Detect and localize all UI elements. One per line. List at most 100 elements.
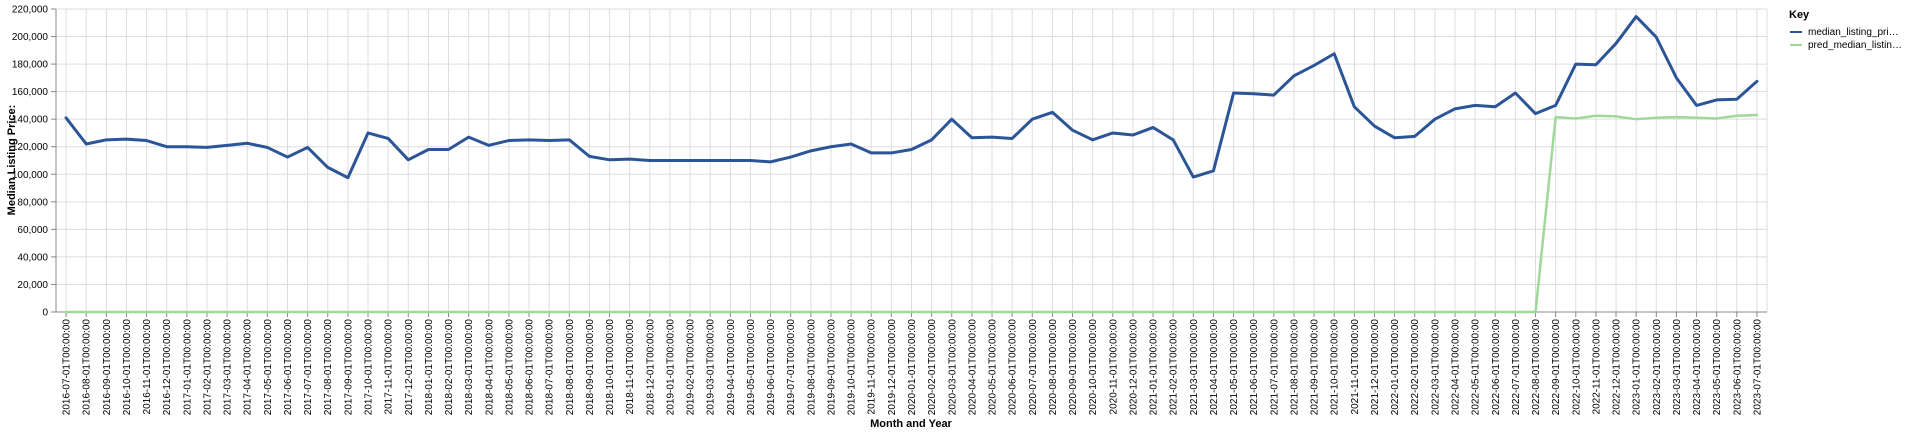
x-tick-label: 2020-03-01T00:00:00 (947, 319, 958, 416)
x-tick-label: 2020-12-01T00:00:00 (1128, 319, 1139, 416)
x-tick-label: 2022-06-01T00:00:00 (1491, 319, 1502, 416)
x-tick-label: 2016-07-01T00:00:00 (62, 319, 73, 416)
x-tick-label: 2017-01-01T00:00:00 (182, 319, 193, 416)
x-tick-label: 2023-01-01T00:00:00 (1632, 319, 1643, 416)
legend: Key median_listing_pri… pred_median_list… (1789, 9, 1902, 51)
x-tick-label: 2021-02-01T00:00:00 (1169, 319, 1180, 416)
x-tick-label: 2018-12-01T00:00:00 (645, 319, 656, 416)
x-tick-label: 2022-05-01T00:00:00 (1471, 319, 1482, 416)
x-tick-label: 2019-04-01T00:00:00 (726, 319, 737, 416)
y-tick-label: 0 (42, 308, 48, 319)
x-tick-label: 2019-03-01T00:00:00 (706, 319, 717, 416)
y-axis: 0 20,000 40,000 60,000 80,000 100,000 120,000 1… (12, 5, 57, 319)
x-tick-label: 2016-12-01T00:00:00 (162, 319, 173, 416)
y-tick-label: 180,000 (12, 60, 49, 71)
x-tick-label: 2021-05-01T00:00:00 (1229, 319, 1240, 416)
x-tick-label: 2019-05-01T00:00:00 (746, 319, 757, 416)
gridlines (56, 8, 1768, 313)
y-tick-label: 140,000 (12, 115, 49, 126)
x-tick-label: 2018-06-01T00:00:00 (525, 319, 536, 416)
legend-label-pred: pred_median_listin… (1808, 40, 1902, 51)
x-tick-label: 2018-04-01T00:00:00 (484, 319, 495, 416)
x-tick-label: 2019-08-01T00:00:00 (806, 319, 817, 416)
x-tick-label: 2022-02-01T00:00:00 (1410, 319, 1421, 416)
x-tick-label: 2023-06-01T00:00:00 (1732, 319, 1743, 416)
x-tick-label: 2021-11-01T00:00:00 (1350, 319, 1361, 415)
x-tick-label: 2017-08-01T00:00:00 (323, 319, 334, 416)
x-tick-label: 2017-11-01T00:00:00 (384, 319, 395, 415)
x-tick-label: 2018-07-01T00:00:00 (545, 319, 556, 416)
x-axis-title: Month and Year (870, 418, 952, 430)
x-tick-label: 2021-01-01T00:00:00 (1149, 319, 1160, 416)
x-tick-label: 2022-07-01T00:00:00 (1511, 319, 1522, 416)
y-tick-label: 40,000 (17, 252, 48, 263)
x-tick-label: 2017-02-01T00:00:00 (202, 319, 213, 416)
x-tick-label: 2018-05-01T00:00:00 (504, 319, 515, 416)
y-tick-label: 120,000 (12, 142, 49, 153)
x-tick-label: 2018-10-01T00:00:00 (605, 319, 616, 416)
y-tick-label: 60,000 (17, 225, 48, 236)
x-tick-label: 2017-12-01T00:00:00 (404, 319, 415, 416)
x-tick-label: 2020-04-01T00:00:00 (967, 319, 978, 416)
y-tick-label: 220,000 (12, 5, 49, 16)
x-tick-label: 2023-03-01T00:00:00 (1672, 319, 1683, 416)
y-tick-label: 100,000 (12, 170, 49, 181)
x-tick-label: 2021-08-01T00:00:00 (1289, 319, 1300, 416)
x-tick-label: 2020-09-01T00:00:00 (1068, 319, 1079, 416)
x-tick-label: 2018-11-01T00:00:00 (625, 319, 636, 415)
x-tick-label: 2019-02-01T00:00:00 (686, 319, 697, 416)
x-tick-label: 2020-01-01T00:00:00 (907, 319, 918, 416)
x-tick-label: 2019-11-01T00:00:00 (867, 319, 878, 415)
x-tick-label: 2018-09-01T00:00:00 (585, 319, 596, 416)
x-tick-label: 2019-09-01T00:00:00 (826, 319, 837, 416)
x-tick-label: 2022-12-01T00:00:00 (1612, 319, 1623, 416)
y-tick-label: 80,000 (17, 197, 48, 208)
series-line-pred-median-listing-price (64, 113, 1759, 314)
x-tick-label: 2017-10-01T00:00:00 (364, 319, 375, 416)
legend-title: Key (1789, 9, 1810, 21)
x-tick-label: 2019-10-01T00:00:00 (847, 319, 858, 416)
x-tick-label: 2018-08-01T00:00:00 (565, 319, 576, 416)
y-axis-title: Median Listing Price: (6, 105, 18, 216)
x-tick-label: 2021-03-01T00:00:00 (1189, 319, 1200, 416)
x-tick-label: 2016-10-01T00:00:00 (122, 319, 133, 416)
x-tick-label: 2017-07-01T00:00:00 (303, 319, 314, 416)
x-tick-label: 2017-05-01T00:00:00 (263, 319, 274, 416)
x-tick-label: 2021-07-01T00:00:00 (1269, 319, 1280, 416)
x-tick-label: 2020-10-01T00:00:00 (1088, 319, 1099, 416)
x-tick-label: 2019-07-01T00:00:00 (786, 319, 797, 416)
x-tick-label: 2016-11-01T00:00:00 (142, 319, 153, 415)
x-tick-label: 2020-02-01T00:00:00 (927, 319, 938, 416)
y-tick-label: 160,000 (12, 87, 49, 98)
x-tick-label: 2022-04-01T00:00:00 (1450, 319, 1461, 416)
x-tick-label: 2021-06-01T00:00:00 (1249, 319, 1260, 416)
x-tick-label: 2017-09-01T00:00:00 (343, 319, 354, 416)
x-tick-label: 2022-01-01T00:00:00 (1390, 319, 1401, 416)
x-tick-label: 2022-03-01T00:00:00 (1430, 319, 1441, 416)
x-tick-label: 2019-06-01T00:00:00 (766, 319, 777, 416)
x-tick-label: 2017-06-01T00:00:00 (283, 319, 294, 416)
y-tick-label: 200,000 (12, 32, 49, 43)
x-tick-label: 2022-10-01T00:00:00 (1571, 319, 1582, 416)
x-tick-label: 2022-11-01T00:00:00 (1591, 319, 1602, 415)
x-tick-label: 2019-01-01T00:00:00 (665, 319, 676, 416)
x-tick-label: 2022-08-01T00:00:00 (1531, 319, 1542, 416)
series-lines (64, 15, 1759, 314)
legend-label-median: median_listing_pri… (1808, 27, 1899, 38)
x-tick-label: 2018-01-01T00:00:00 (424, 319, 435, 416)
x-tick-label: 2022-09-01T00:00:00 (1551, 319, 1562, 416)
x-tick-label: 2018-02-01T00:00:00 (444, 319, 455, 416)
series-line-median-listing-price (64, 15, 1759, 180)
x-tick-label: 2021-12-01T00:00:00 (1370, 319, 1381, 416)
x-tick-label: 2020-05-01T00:00:00 (988, 319, 999, 416)
y-tick-label: 20,000 (17, 280, 48, 291)
x-tick-label: 2021-09-01T00:00:00 (1310, 319, 1321, 416)
x-tick-label: 2020-07-01T00:00:00 (1028, 319, 1039, 416)
x-tick-label: 2019-12-01T00:00:00 (887, 319, 898, 416)
x-tick-label: 2017-04-01T00:00:00 (243, 319, 254, 416)
x-tick-label: 2023-05-01T00:00:00 (1712, 319, 1723, 416)
x-tick-label: 2020-08-01T00:00:00 (1048, 319, 1059, 416)
x-tick-label: 2023-04-01T00:00:00 (1692, 319, 1703, 416)
x-tick-label: 2021-04-01T00:00:00 (1209, 319, 1220, 416)
